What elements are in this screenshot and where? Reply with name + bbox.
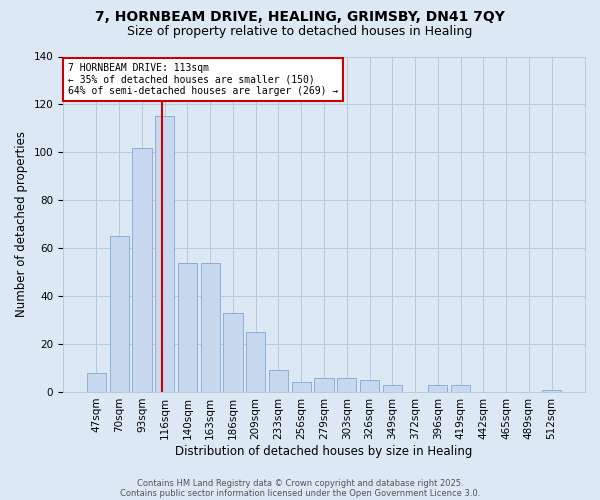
- Text: Contains public sector information licensed under the Open Government Licence 3.: Contains public sector information licen…: [120, 488, 480, 498]
- Bar: [87, 373, 106, 392]
- Text: 7, HORNBEAM DRIVE, HEALING, GRIMSBY, DN41 7QY: 7, HORNBEAM DRIVE, HEALING, GRIMSBY, DN4…: [95, 10, 505, 24]
- Bar: [292, 382, 311, 392]
- Bar: [360, 380, 379, 392]
- Bar: [223, 313, 242, 392]
- Bar: [383, 385, 402, 392]
- Bar: [132, 148, 152, 392]
- Bar: [428, 385, 448, 392]
- Bar: [246, 332, 265, 392]
- Bar: [542, 390, 561, 392]
- Bar: [178, 262, 197, 392]
- Text: Contains HM Land Registry data © Crown copyright and database right 2025.: Contains HM Land Registry data © Crown c…: [137, 478, 463, 488]
- Bar: [110, 236, 129, 392]
- Y-axis label: Number of detached properties: Number of detached properties: [15, 131, 28, 317]
- Bar: [200, 262, 220, 392]
- Text: Size of property relative to detached houses in Healing: Size of property relative to detached ho…: [127, 25, 473, 38]
- Bar: [314, 378, 334, 392]
- Bar: [269, 370, 288, 392]
- Bar: [155, 116, 175, 392]
- Bar: [337, 378, 356, 392]
- X-axis label: Distribution of detached houses by size in Healing: Distribution of detached houses by size …: [175, 444, 473, 458]
- Bar: [451, 385, 470, 392]
- Text: 7 HORNBEAM DRIVE: 113sqm
← 35% of detached houses are smaller (150)
64% of semi-: 7 HORNBEAM DRIVE: 113sqm ← 35% of detach…: [68, 63, 338, 96]
